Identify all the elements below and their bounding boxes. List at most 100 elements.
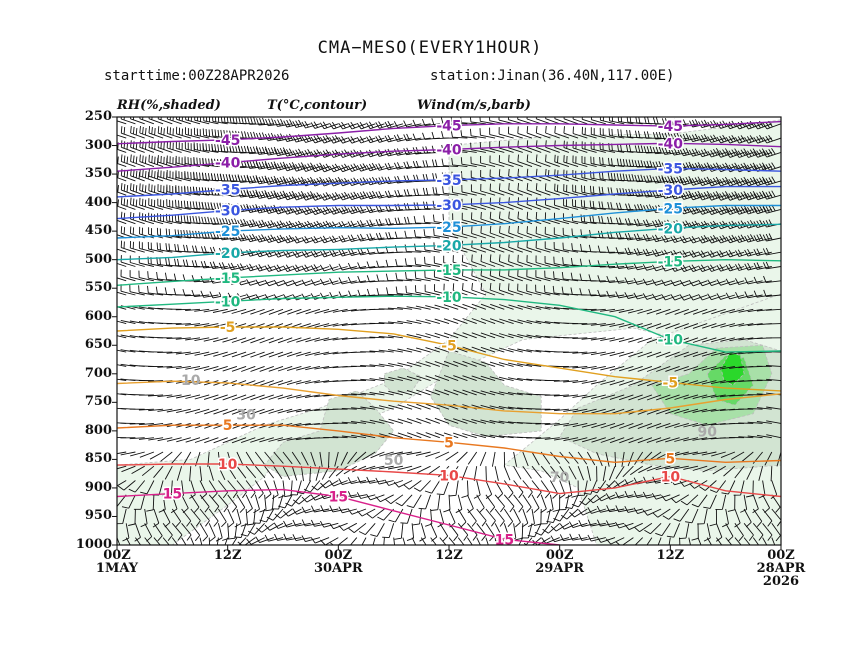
wind-barb bbox=[563, 155, 579, 168]
wind-barb bbox=[138, 437, 154, 440]
wind-barb bbox=[517, 333, 533, 339]
wind-barb bbox=[600, 351, 616, 356]
wind-barb bbox=[545, 154, 560, 168]
wind-barb bbox=[489, 211, 505, 225]
wind-barb bbox=[480, 361, 496, 367]
wind-barb bbox=[710, 365, 726, 371]
wind-barb bbox=[673, 465, 689, 470]
wind-barb bbox=[129, 349, 145, 353]
wind-barb bbox=[421, 118, 440, 127]
wind-barb bbox=[471, 389, 487, 396]
wind-barb bbox=[259, 437, 274, 443]
wind-barb bbox=[679, 190, 699, 200]
wind-barb bbox=[287, 337, 302, 343]
wind-barb bbox=[208, 466, 214, 481]
wind-barb bbox=[701, 451, 717, 456]
wind-barb bbox=[715, 494, 727, 511]
wind-barb bbox=[173, 288, 191, 296]
wind-barb bbox=[296, 337, 311, 343]
wind-barb bbox=[617, 117, 634, 125]
wind-barb bbox=[489, 405, 505, 410]
wind-barb bbox=[661, 235, 680, 243]
wind-barb bbox=[711, 323, 726, 329]
wind-barb bbox=[117, 251, 118, 253]
wind-barb bbox=[692, 365, 708, 372]
wind-barb bbox=[756, 308, 772, 312]
wind-barb bbox=[448, 508, 456, 528]
wind-barb bbox=[450, 117, 468, 125]
wind-barb bbox=[628, 394, 643, 401]
wind-barb bbox=[278, 480, 286, 499]
wind-barb bbox=[268, 308, 284, 315]
wind-barb bbox=[722, 508, 729, 528]
wind-barb bbox=[443, 332, 459, 339]
wind-barb bbox=[476, 537, 481, 545]
wind-barb bbox=[729, 365, 745, 369]
temperature-contour-12 bbox=[117, 488, 560, 545]
wind-barb bbox=[236, 451, 244, 466]
wind-barb bbox=[655, 308, 671, 315]
wind-barb bbox=[286, 351, 302, 358]
wind-barb bbox=[661, 494, 680, 502]
wind-barb bbox=[286, 394, 302, 400]
wind-barb bbox=[439, 523, 449, 542]
wind-barb bbox=[535, 197, 551, 210]
wind-barb bbox=[489, 225, 505, 239]
rh-label: 10 bbox=[181, 373, 201, 389]
wind-barb bbox=[656, 408, 671, 415]
wind-barb bbox=[606, 505, 625, 513]
wind-barb bbox=[329, 249, 348, 257]
y-tick-label: 550 bbox=[84, 280, 112, 296]
wind-barb bbox=[533, 508, 542, 527]
wind-barb bbox=[729, 308, 745, 314]
wind-barb bbox=[615, 505, 634, 513]
wind-barb bbox=[117, 466, 118, 467]
wind-barb bbox=[606, 290, 625, 298]
wind-barb bbox=[498, 435, 514, 439]
starttime-label: starttime:00Z28APR2026 bbox=[104, 68, 290, 84]
wind-barb bbox=[319, 235, 339, 244]
wind-barb bbox=[678, 523, 690, 540]
wind-barb bbox=[543, 285, 560, 296]
wind-barb bbox=[420, 537, 427, 545]
wind-barb bbox=[240, 508, 248, 527]
wind-barb bbox=[406, 404, 422, 410]
wind-barb bbox=[117, 156, 127, 168]
wind-barb bbox=[725, 263, 745, 272]
wind-barb bbox=[157, 140, 173, 153]
wind-barb bbox=[596, 494, 616, 502]
wind-barb bbox=[581, 185, 597, 196]
wind-barb bbox=[117, 364, 127, 367]
wind-barb bbox=[148, 140, 164, 153]
wind-barb bbox=[581, 394, 597, 399]
wind-barb bbox=[388, 432, 404, 439]
wind-barb bbox=[360, 420, 376, 424]
wind-barb bbox=[231, 422, 247, 430]
wind-barb bbox=[517, 319, 533, 325]
wind-barb bbox=[194, 323, 210, 327]
y-tick-label: 700 bbox=[84, 365, 112, 381]
wind-barb bbox=[228, 218, 247, 227]
wind-barb bbox=[618, 337, 634, 343]
wind-barb bbox=[388, 508, 404, 523]
wind-barb bbox=[674, 365, 689, 372]
wind-barb bbox=[120, 451, 136, 456]
wind-barb bbox=[393, 162, 413, 170]
wind-barb bbox=[117, 494, 118, 496]
wind-barb bbox=[743, 523, 754, 541]
wind-barb bbox=[434, 360, 450, 367]
temperature-label: 10 bbox=[661, 470, 681, 486]
wind-barb bbox=[314, 394, 330, 398]
wind-barb bbox=[310, 250, 330, 258]
wind-barb bbox=[441, 131, 459, 139]
wind-barb bbox=[193, 142, 210, 153]
wind-barb bbox=[120, 126, 136, 139]
wind-barb bbox=[218, 262, 237, 270]
wind-barb bbox=[544, 321, 560, 325]
wind-barb bbox=[200, 290, 219, 298]
wind-barb bbox=[572, 408, 588, 413]
wind-barb bbox=[277, 394, 293, 400]
wind-barb bbox=[762, 204, 781, 214]
wind-barb bbox=[661, 205, 680, 214]
wind-barb bbox=[544, 422, 560, 426]
